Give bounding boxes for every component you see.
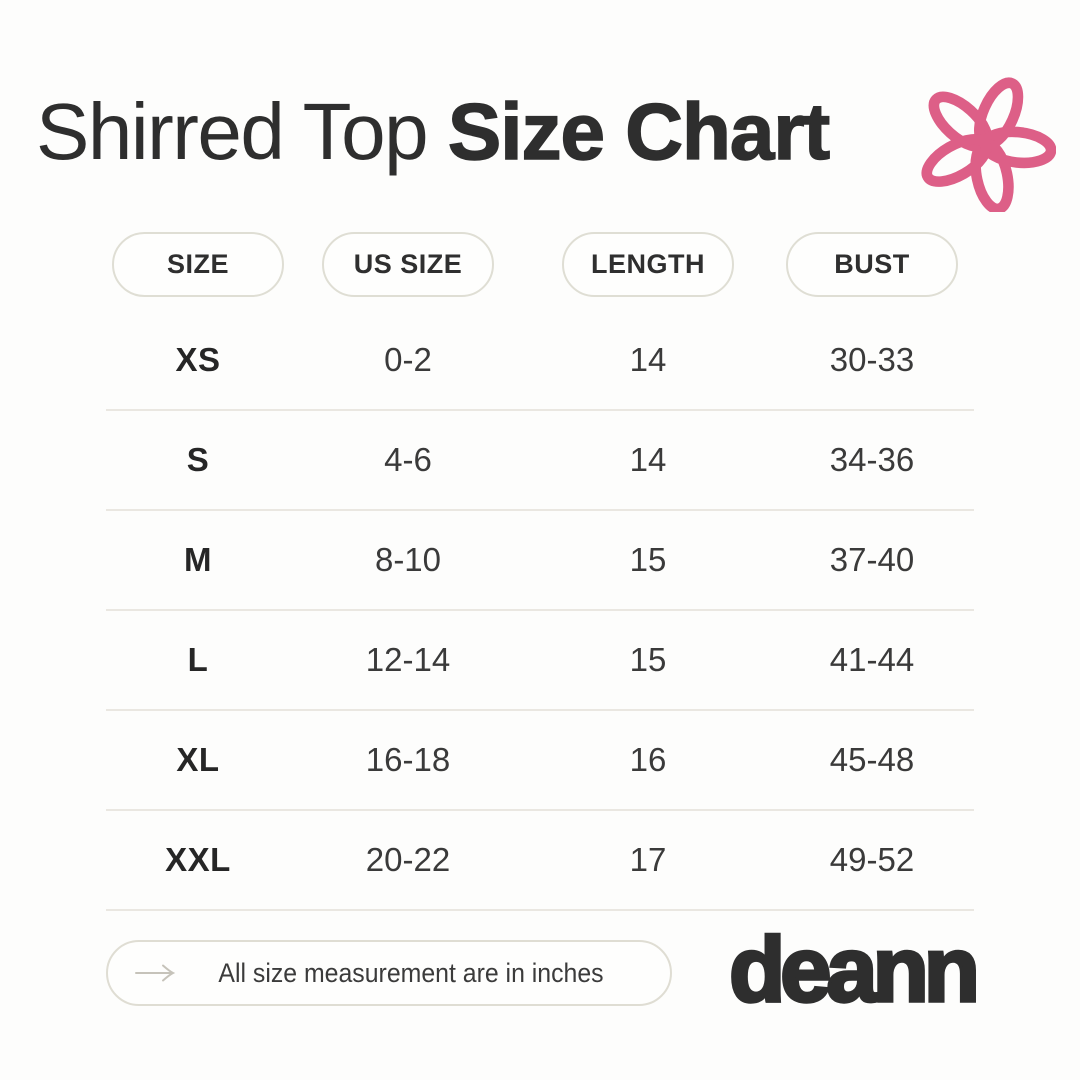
- cell-size: S: [186, 441, 210, 478]
- footer: All size measurement are in inches deann: [106, 922, 982, 1018]
- header-pill-bust: BUST: [786, 232, 958, 297]
- measurement-note-pill: All size measurement are in inches: [106, 940, 672, 1006]
- cell-bust: 30-33: [829, 341, 915, 378]
- right-arrow-icon: [135, 964, 176, 982]
- header-pill-us-size: US SIZE: [322, 232, 494, 297]
- cell-length: 14: [629, 341, 667, 378]
- header-pill-size: SIZE: [112, 232, 284, 297]
- table-row-xs: XS 0-2 14 30-33: [106, 311, 974, 411]
- cell-us-size: 8-10: [374, 541, 442, 578]
- cell-length: 15: [629, 541, 667, 578]
- cell-size: XXL: [165, 841, 231, 878]
- cell-length: 14: [629, 441, 667, 478]
- page-title-regular: Shirred Top: [36, 87, 429, 176]
- cell-size: XL: [176, 741, 220, 778]
- cell-length: 16: [629, 741, 667, 778]
- cell-bust: 34-36: [829, 441, 915, 478]
- brand-logo: deann: [727, 919, 981, 1021]
- table-body: XS 0-2 14 30-33 S 4-6 14 34-36 M 8-10 15…: [106, 311, 974, 911]
- cell-bust: 49-52: [829, 841, 915, 878]
- page-title: Shirred Top Size Chart: [36, 91, 831, 173]
- cell-us-size: 4-6: [384, 441, 432, 478]
- cell-us-size: 16-18: [365, 741, 451, 778]
- cell-length: 15: [629, 641, 667, 678]
- cell-size: M: [184, 541, 212, 578]
- cell-size: L: [187, 641, 209, 678]
- cell-size: XS: [175, 341, 221, 378]
- cell-bust: 41-44: [829, 641, 915, 678]
- measurement-note-text: All size measurement are in inches: [218, 957, 604, 988]
- cell-us-size: 12-14: [365, 641, 451, 678]
- table-header-row: SIZE US SIZE LENGTH BUST: [106, 232, 974, 297]
- size-chart-table: SIZE US SIZE LENGTH BUST XS 0-2 14 30-33…: [106, 232, 974, 911]
- page-header: Shirred Top Size Chart: [36, 91, 831, 173]
- cell-length: 17: [629, 841, 667, 878]
- page-title-bold: Size Chart: [447, 87, 831, 176]
- cell-bust: 37-40: [829, 541, 915, 578]
- table-row-l: L 12-14 15 41-44: [106, 611, 974, 711]
- cell-us-size: 0-2: [384, 341, 432, 378]
- table-row-xl: XL 16-18 16 45-48: [106, 711, 974, 811]
- table-row-m: M 8-10 15 37-40: [106, 511, 974, 611]
- header-pill-length: LENGTH: [562, 232, 734, 297]
- cell-us-size: 20-22: [365, 841, 451, 878]
- cell-bust: 45-48: [829, 741, 915, 778]
- table-row-s: S 4-6 14 34-36: [106, 411, 974, 511]
- flower-icon: [921, 77, 1056, 212]
- table-row-xxl: XXL 20-22 17 49-52: [106, 811, 974, 911]
